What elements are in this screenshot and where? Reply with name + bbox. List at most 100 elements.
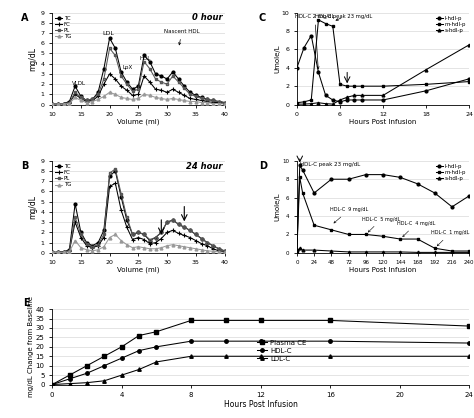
s-hdl-p [300,247,305,252]
s-hdl-p [346,250,351,255]
Text: HDL-C peak 23 mg/dL: HDL-C peak 23 mg/dL [301,162,361,167]
TC [176,222,182,227]
TC [210,98,216,103]
FC [130,237,136,242]
TG [216,101,222,106]
TG [182,244,187,249]
TG [130,245,136,250]
m-hdl-p [294,249,300,254]
s-hdl-p [344,95,350,100]
TG [204,248,210,253]
HDL-C [101,363,107,368]
FC [141,74,147,79]
PL [107,46,112,51]
FC [84,243,90,248]
Text: LDL: LDL [103,31,115,36]
Text: C: C [259,13,266,23]
FC [216,248,222,253]
FC [101,82,107,87]
HDL-C [328,339,333,344]
Y-axis label: Umole/L: Umole/L [275,193,281,221]
FC [182,93,187,98]
PL [187,92,193,97]
Text: HDL-C peak 23 mg/dL: HDL-C peak 23 mg/dL [315,14,372,20]
FC [72,220,78,225]
TG [55,102,61,107]
TG [95,97,101,102]
m-hdl-p [328,227,334,232]
TG [118,95,124,100]
l-hdl-p [380,97,386,102]
TG [49,102,55,107]
FC [210,100,216,105]
TC [124,218,130,223]
s-hdl-p [294,102,300,107]
Line: m-hdl-p: m-hdl-p [295,176,471,252]
Y-axis label: mg/dL: mg/dL [29,195,38,219]
s-hdl-p [423,67,429,72]
LDL-C [466,354,472,359]
TG [118,238,124,243]
Text: HDL-C  9 mg/dL: HDL-C 9 mg/dL [330,207,368,223]
s-hdl-p [294,250,300,255]
LDL-C [119,372,125,377]
TG [66,101,72,106]
Text: Nascent HDL: Nascent HDL [164,29,200,45]
TC [199,236,204,241]
PL [124,214,130,219]
TG [107,90,112,95]
PL [182,225,187,230]
HDL-C [67,376,73,381]
HDL-C [119,356,125,361]
Text: A: A [21,13,28,23]
TC [66,99,72,104]
PL [78,95,84,100]
TG [187,99,193,104]
TC [136,230,141,235]
Plasma CE [466,324,472,329]
m-hdl-p [352,84,357,89]
PL [216,99,222,104]
m-hdl-p [309,97,314,102]
FC [147,79,153,84]
TG [124,242,130,247]
TC [130,232,136,237]
TG [66,249,72,254]
m-hdl-p [449,249,455,254]
s-hdl-p [316,100,321,105]
m-hdl-p [316,18,321,23]
FC [153,87,158,92]
TG [61,102,66,107]
TG [78,245,84,250]
TC [49,250,55,255]
TC [61,249,66,254]
s-hdl-p [380,93,386,98]
TG [72,238,78,243]
TG [187,245,193,250]
X-axis label: Volume (ml): Volume (ml) [117,119,160,125]
FC [153,240,158,245]
l-hdl-p [330,97,336,102]
m-hdl-p [337,82,343,87]
FC [199,241,204,246]
FC [66,100,72,105]
FC [158,236,164,241]
PL [136,230,141,235]
TC [153,235,158,240]
TC [72,201,78,206]
FC [222,101,228,106]
HDL-C [154,344,159,349]
s-hdl-p [363,250,369,255]
PL [107,171,112,176]
PL [153,235,158,240]
TC [84,98,90,103]
FC [158,88,164,93]
TG [147,246,153,251]
m-hdl-p [415,237,420,242]
PL [112,53,118,58]
TG [101,244,107,249]
Legend: TC, FC, PL, TG: TC, FC, PL, TG [55,163,72,188]
Line: PL: PL [51,47,226,105]
l-hdl-p [344,97,350,102]
l-hdl-p [297,163,302,168]
